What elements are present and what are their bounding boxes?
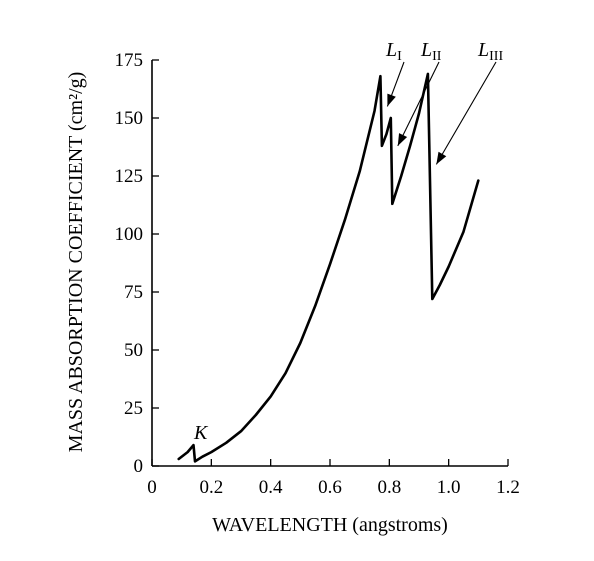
y-tick-label-1: 25 <box>124 398 143 419</box>
series-line-0 <box>177 72 480 463</box>
x-tick-label-0: 0 <box>147 477 157 498</box>
y-tick-label-5: 125 <box>115 166 144 187</box>
y-tick-label-4: 100 <box>115 224 144 245</box>
y-tick-label-6: 150 <box>115 108 144 129</box>
annotation-subscript-2: II <box>432 49 442 64</box>
x-tick-label-2: 0.4 <box>259 477 283 498</box>
annotation-label-3: LIII <box>477 39 503 64</box>
x-tick-label-3: 0.6 <box>318 477 342 498</box>
annotation-subscript-1: I <box>397 49 402 64</box>
annotation-arrowhead-2 <box>397 133 408 146</box>
plot-area: 0 0.2 0.4 0.6 0.8 1.0 1.2 0 25 50 75 100 125 150 175 K L… <box>115 39 520 498</box>
annotation-subscript-3: III <box>489 49 503 64</box>
annotation-label-0: K <box>193 422 209 444</box>
y-tick-label-3: 75 <box>124 282 143 303</box>
x-tick-label-5: 1.0 <box>437 477 461 498</box>
annotation-label-1: LI <box>385 39 402 64</box>
annotation-leader-2 <box>397 61 440 147</box>
x-axis-title: WAVELENGTH (angstroms) <box>212 514 448 536</box>
y-tick-label-2: 50 <box>124 340 143 361</box>
annotation-arrowhead-3 <box>436 151 447 165</box>
annotation-arrowhead-1 <box>387 93 396 107</box>
y-tick-label-7: 175 <box>115 50 144 71</box>
annotation-leader-3 <box>435 61 497 165</box>
y-axis-title: MASS ABSORPTION COEFFICIENT (cm²/g) <box>65 72 87 453</box>
x-tick-label-1: 0.2 <box>199 477 223 498</box>
x-tick-label-4: 0.8 <box>377 477 401 498</box>
y-tick-label-0: 0 <box>134 456 144 477</box>
annotation-label-2: LII <box>420 39 442 64</box>
x-tick-label-6: 1.2 <box>496 477 520 498</box>
